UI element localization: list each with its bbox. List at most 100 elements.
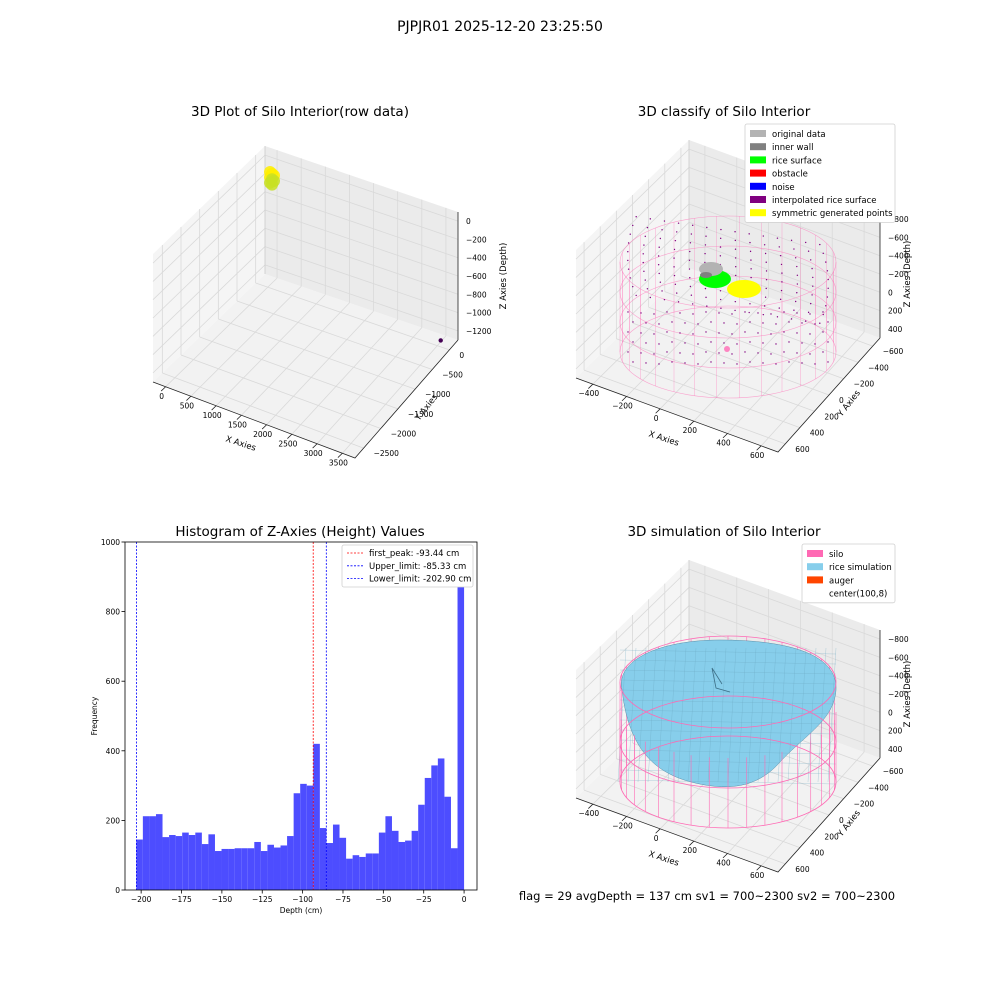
panel2-interp-point	[827, 321, 829, 323]
panel2-interp-point	[783, 311, 785, 313]
panel2-interp-point	[718, 352, 720, 354]
panel2-interp-point	[705, 235, 707, 237]
panel2-interp-point	[697, 343, 699, 345]
panel1-z-axis-label: Z Axies (Depth)	[499, 243, 509, 310]
panel2-interp-point	[749, 321, 751, 323]
panel4-gridline	[575, 587, 690, 698]
panel4-gridline	[688, 605, 881, 677]
panel2-y-tick-label: −600	[883, 347, 904, 356]
histogram-bar	[319, 828, 327, 890]
panel2-interp-point	[811, 294, 813, 296]
histogram-bar	[136, 839, 143, 890]
panel2-interp-point	[827, 341, 829, 343]
panel2-interp-point	[645, 362, 647, 364]
panel2-interp-point	[825, 305, 827, 307]
panel2-interp-point	[692, 353, 694, 355]
histogram-bar	[149, 816, 156, 890]
panel4-x-tick-label: 200	[683, 846, 698, 855]
panel2-interp-point	[649, 218, 652, 220]
panel1-x-tick	[261, 424, 267, 430]
panel2-interp-point	[736, 363, 738, 365]
panel3-legend-label: Upper_limit: -85.33 cm	[369, 562, 466, 572]
panel2-interp-point	[731, 313, 733, 315]
histogram-bar	[142, 816, 150, 890]
panel2-interp-point	[757, 312, 759, 314]
panel2-silo-ring	[619, 215, 837, 309]
panel2-interp-point	[627, 268, 630, 270]
panel2-interp-point	[657, 255, 660, 257]
histogram-bar	[450, 848, 458, 890]
panel2-interp-point	[677, 222, 680, 224]
panel2-x-tick	[588, 383, 594, 389]
panel2-interp-point	[794, 300, 797, 303]
panel2-interp-point	[640, 352, 642, 354]
panel2-interp-point	[827, 361, 829, 363]
panel4-mesh-line	[619, 719, 837, 725]
histogram-bar	[175, 836, 183, 890]
panel2-gridline	[600, 354, 800, 428]
panel1-gridline	[152, 154, 266, 264]
panel2-y-tick-label: −400	[868, 363, 889, 372]
panel2-interp-point	[688, 259, 691, 261]
panel2-interp-point	[676, 292, 678, 294]
panel2-interp-point	[765, 279, 768, 281]
panel2-interp-point	[757, 352, 759, 354]
panel1-gridline	[264, 154, 459, 222]
panel3-y-tick-label: 1000	[101, 538, 120, 547]
histogram-bar	[195, 832, 202, 890]
panel1-title: 3D Plot of Silo Interior(row data)	[191, 104, 409, 120]
panel2-y-tick-label: 400	[810, 429, 825, 438]
panel1-gridline	[264, 209, 459, 277]
panel1-z-tick-label: 0	[466, 217, 471, 226]
panel2-interp-point	[720, 228, 722, 231]
panel1-gridline	[165, 277, 278, 388]
histogram-bar	[359, 856, 366, 890]
panel3-x-tick-label: −150	[212, 895, 233, 904]
panel2-z-tick-label: 400	[888, 325, 903, 334]
panel1-gridline	[152, 264, 266, 374]
classify-3d-plot: 3D classify of Silo Interior−400−2000200…	[575, 104, 913, 460]
histogram-bar	[208, 834, 215, 890]
panel2-interp-point	[632, 285, 634, 288]
panel2-interp-point	[673, 266, 675, 268]
panel2-x-axis-label: X Axies	[647, 429, 680, 448]
panel2-gridline	[688, 203, 881, 275]
histogram-bar	[155, 814, 163, 890]
panel4-mesh-line	[657, 647, 667, 783]
panel3-x-tick-label: −75	[335, 895, 351, 904]
panel4-mesh-line	[667, 647, 677, 783]
panel1-x-tick-label: 2500	[278, 439, 297, 448]
panel1-z-tick-label: −400	[466, 254, 487, 263]
panel2-legend-swatch	[750, 196, 766, 203]
panel2-interp-point	[666, 311, 668, 313]
panel2-interp-point	[762, 322, 764, 324]
histogram-bar	[260, 851, 268, 890]
panel2-interp-point	[627, 242, 630, 244]
panel2-interp-point	[679, 312, 681, 314]
panel2-x-tick-label: −400	[579, 389, 600, 398]
panel4-mesh-line	[619, 739, 837, 745]
panel4-gridline	[575, 568, 690, 680]
panel1-floor-edge	[152, 339, 459, 459]
panel2-interp-point	[644, 279, 646, 281]
panel4-x-tick-label: 0	[654, 834, 659, 843]
panel2-interp-point	[653, 353, 655, 355]
panel1-x-tick-label: 1500	[228, 420, 247, 429]
panel2-interp-point	[796, 352, 798, 354]
panel4-legend-swatch	[807, 550, 823, 557]
panel2-interp-point	[653, 313, 655, 315]
panel2-interp-point	[731, 353, 733, 355]
panel2-interp-point	[671, 341, 673, 343]
panel2-gridline	[575, 148, 690, 260]
panel2-interp-point	[750, 276, 752, 279]
panel1-gridline	[316, 327, 423, 445]
panel2-interp-point	[653, 333, 655, 335]
panel1-x-tick	[186, 395, 192, 401]
panel2-interp-point	[645, 342, 647, 344]
panel4-gridline	[616, 758, 815, 832]
panel4-x-tick-label: −200	[612, 822, 633, 831]
panel1-gridline	[255, 282, 450, 351]
panel2-legend-label: rice surface	[772, 156, 822, 166]
raw-data-3d-plot: 3D Plot of Silo Interior(row data) 0 500 10…	[152, 104, 509, 467]
panel2-interp-point	[673, 248, 676, 251]
